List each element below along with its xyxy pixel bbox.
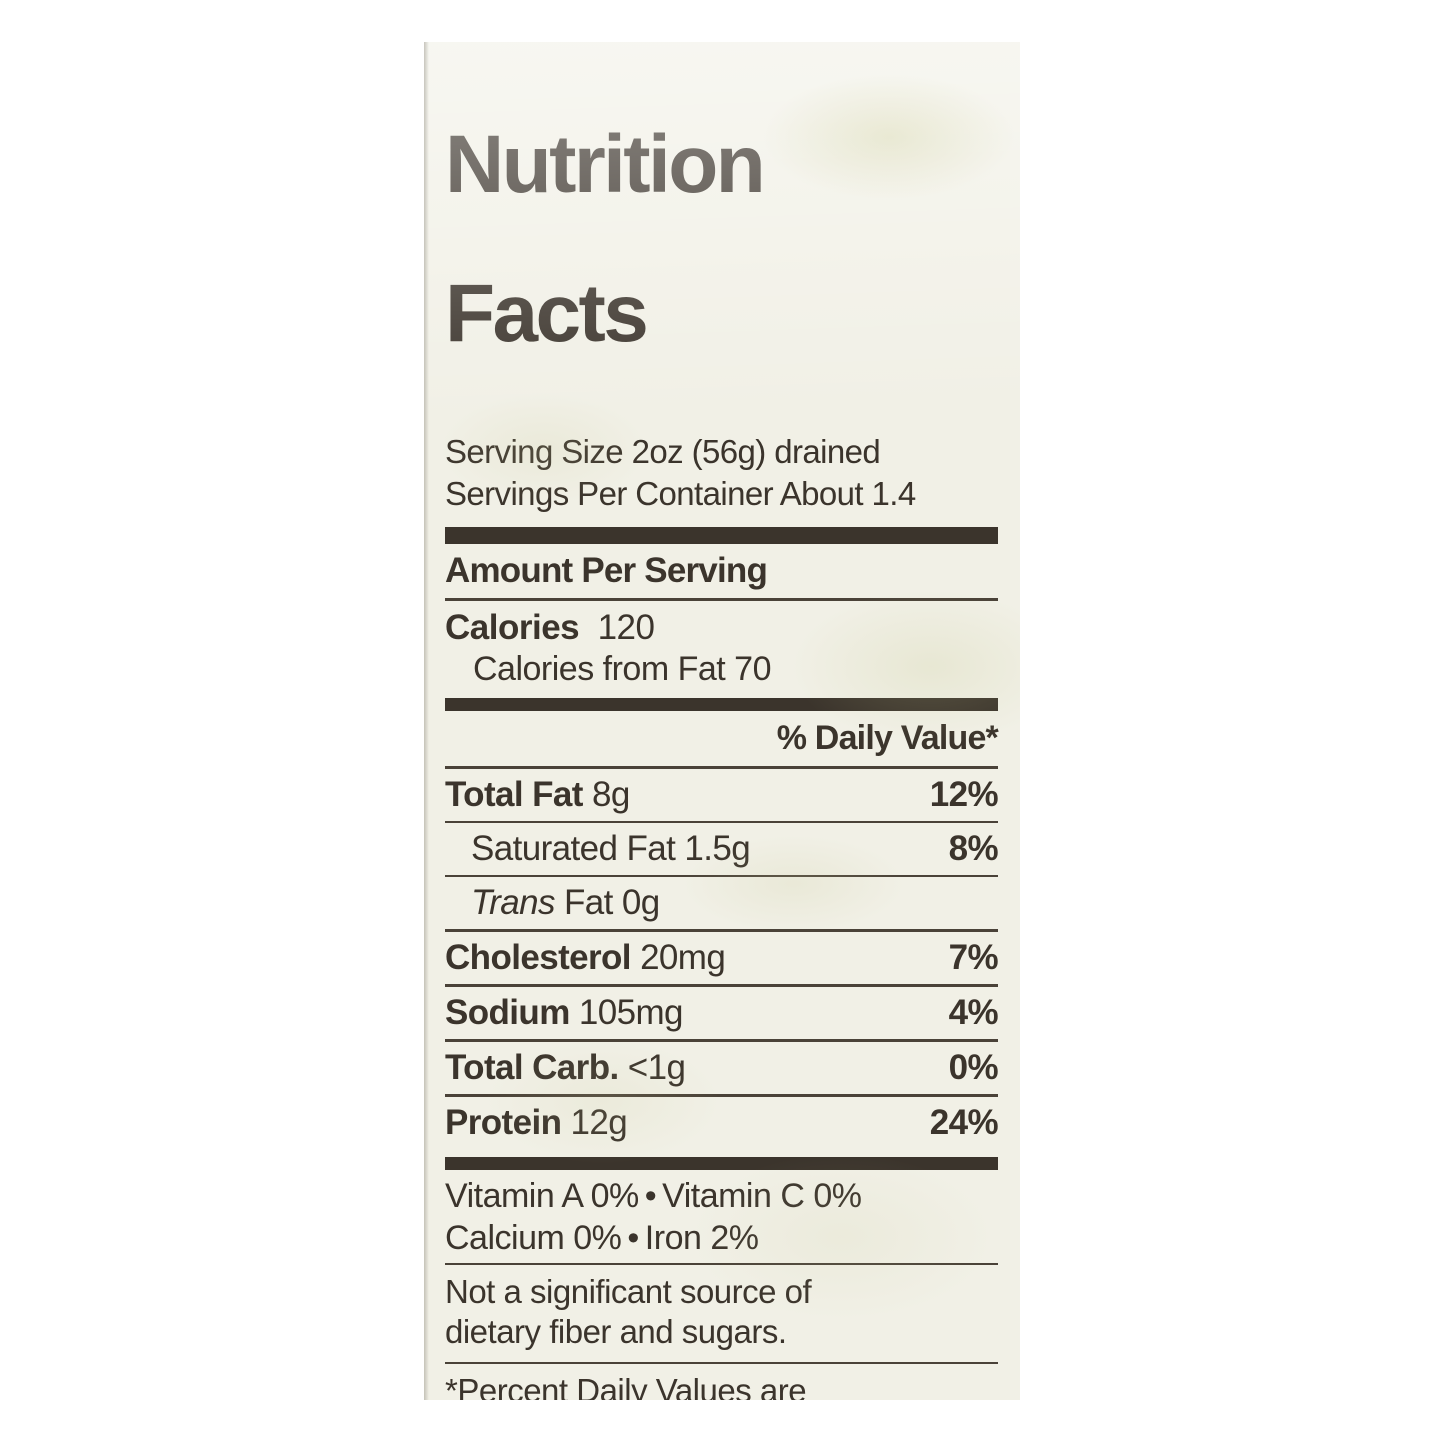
nutrient-amount-cholesterol: 20mg (640, 938, 726, 978)
note-line-1: Not a significant source of (445, 1273, 812, 1311)
nutrient-percent-total-fat: 12% (929, 775, 999, 815)
nutrient-percent-cholesterol: 7% (948, 938, 999, 978)
nutrient-name-total-fat: Total Fat (445, 775, 583, 815)
nutrient-amount-saturated-fat: 1.5g (684, 829, 751, 869)
nutrition-facts-title: Nutrition Facts (445, 42, 998, 425)
divider-footnote (445, 1361, 998, 1364)
nutrient-name-saturated-fat: Saturated Fat (471, 829, 676, 869)
divider-saturated-fat (445, 821, 998, 824)
divider-total-fat (445, 766, 998, 770)
iron-value: Iron 2% (644, 1218, 759, 1257)
divider-thick-daily-value (445, 698, 998, 712)
vitamin-a-value: Vitamin A 0% (445, 1177, 639, 1216)
title-line-2: Facts (445, 268, 649, 360)
divider-total-carb (445, 1039, 998, 1043)
footnote-line-1: *Percent Daily Values are (445, 1371, 807, 1400)
calories-from-fat-text: Calories from Fat 70 (473, 650, 772, 689)
divider-thick-top (445, 527, 998, 545)
nutrient-name-sodium: Sodium (445, 993, 570, 1033)
nutrient-amount-sodium: 105mg (578, 993, 684, 1033)
nutrient-row-total-carb: Total Carb. <1g 0% (445, 1042, 999, 1094)
nutrient-amount-protein: 12g (570, 1103, 628, 1143)
divider-thick-vitamins (445, 1157, 998, 1171)
nutrient-italic-prefix-trans: Trans (471, 883, 555, 923)
divider-cholesterol (445, 929, 998, 933)
nutrient-percent-total-carb: 0% (948, 1048, 999, 1088)
nutrient-percent-protein: 24% (929, 1103, 999, 1143)
servings-per-container-text: Servings Per Container About 1.4 (445, 475, 916, 513)
bullet-separator-icon-2: • (627, 1218, 639, 1257)
nutrient-row-protein: Protein 12g 24% (445, 1097, 999, 1149)
nutrient-amount-total-fat: 8g (591, 775, 630, 815)
nutrient-percent-sodium: 4% (948, 993, 999, 1033)
note-line-2: dietary fiber and sugars. (445, 1312, 787, 1350)
divider-sodium (445, 984, 998, 988)
nutrient-row-total-fat: Total Fat 8g 12% (445, 769, 999, 821)
nutrition-facts-panel: Nutrition Facts Serving Size 2oz (56g) d… (424, 42, 1020, 1400)
vitamins-line-2: Calcium 0% • Iron 2% (445, 1218, 998, 1259)
calories-value: 120 (597, 608, 655, 648)
vitamin-c-value: Vitamin C 0% (662, 1177, 862, 1216)
daily-value-footnote: *Percent Daily Values are based on a 200… (445, 1364, 998, 1400)
nutrient-row-trans-fat: Trans Fat 0g (445, 877, 998, 929)
serving-size-text: Serving Size 2oz (56g) drained (445, 432, 881, 470)
nutrient-row-sodium: Sodium 105mg 4% (445, 987, 999, 1039)
divider-thin-calories (445, 598, 998, 602)
calories-row: Calories 120 (445, 601, 998, 648)
calcium-value: Calcium 0% (445, 1218, 622, 1257)
daily-value-header: % Daily Value* (776, 719, 999, 758)
nutrient-row-cholesterol: Cholesterol 20mg 7% (445, 932, 999, 984)
bullet-separator-icon: • (644, 1177, 657, 1216)
nutrient-percent-saturated-fat: 8% (948, 829, 999, 869)
not-significant-source-note: Not a significant source of dietary fibe… (445, 1265, 998, 1361)
nutrient-amount-trans-fat: 0g (621, 883, 660, 923)
title-line-1: Nutrition (445, 118, 766, 210)
divider-protein (445, 1094, 998, 1098)
nutrient-name-protein: Protein (445, 1103, 562, 1143)
divider-note (445, 1263, 998, 1266)
nutrient-name-trans-fat: Fat (564, 883, 613, 923)
vitamins-block: Vitamin A 0% • Vitamin C 0% Calcium 0% • Iro… (445, 1170, 998, 1263)
nutrient-amount-total-carb: <1g (627, 1048, 686, 1088)
vitamins-line-1: Vitamin A 0% • Vitamin C 0% (445, 1176, 998, 1217)
nutrient-name-total-carb: Total Carb. (445, 1048, 619, 1088)
calories-label: Calories (445, 608, 580, 648)
amount-per-serving-heading: Amount Per Serving (445, 551, 768, 591)
nutrient-name-cholesterol: Cholesterol (445, 938, 632, 978)
divider-trans-fat (445, 875, 998, 878)
nutrient-row-saturated-fat: Saturated Fat 1.5g 8% (445, 823, 999, 875)
